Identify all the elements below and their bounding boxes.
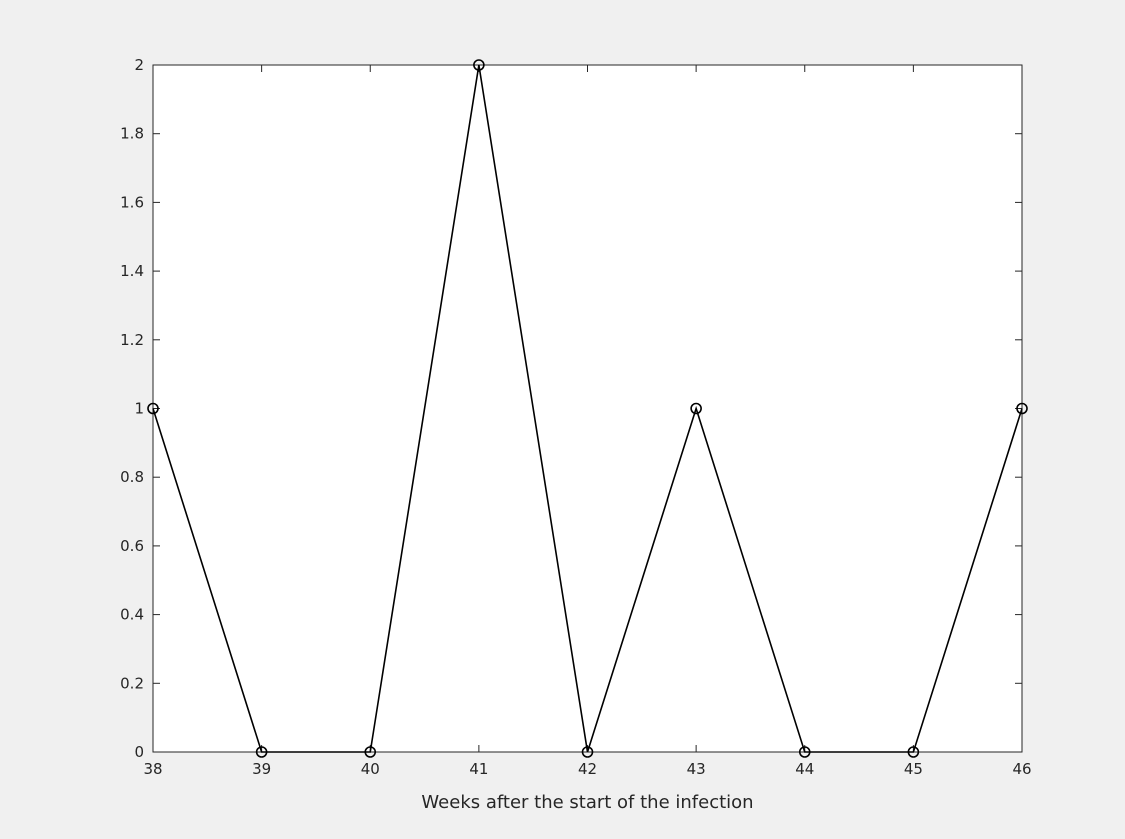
y-tick-labels: 0 0.2 0.4 0.6 0.8 1 1.2 1.4 1.6 1.8 2 [120,56,144,761]
data-point-marker [364,746,377,758]
data-point-marker [147,402,159,415]
y-tick-label: 0 [134,743,144,761]
x-tick-label: 39 [252,760,271,778]
y-tick-label: 1.8 [120,125,144,143]
x-tick-label: 38 [143,760,162,778]
data-point-marker [473,59,485,71]
x-tick-label: 42 [578,760,597,778]
x-tick-labels: 38 39 40 41 42 43 44 45 46 [143,760,1031,778]
y-tick-label: 0.4 [120,606,144,624]
x-axis-label: Weeks after the start of the infection [421,792,753,813]
y-tick-label: 1.2 [120,331,144,349]
y-tick-label: 2 [134,56,144,74]
series-layer [147,59,1028,758]
y-tick-label: 1.4 [120,262,144,280]
data-point-marker [798,746,811,758]
data-point-marker [581,746,594,758]
x-tick-label: 43 [687,760,706,778]
x-tick-label: 46 [1012,760,1031,778]
y-tick-label: 0.2 [120,674,144,692]
x-tick-label: 44 [795,760,814,778]
y-tick-label: 1.6 [120,193,144,211]
plot-area [153,65,1022,752]
data-point-marker [1016,402,1028,415]
x-tick-label: 40 [361,760,380,778]
y-tick-label: 0.8 [120,468,144,486]
x-tick-label: 45 [904,760,923,778]
data-point-marker [255,746,268,758]
x-tick-label: 41 [469,760,488,778]
y-tick-label: 1 [134,400,144,418]
data-point-marker [690,402,702,415]
data-point-marker [907,746,920,758]
y-tick-label: 0.6 [120,537,144,555]
series-line [152,64,1023,753]
